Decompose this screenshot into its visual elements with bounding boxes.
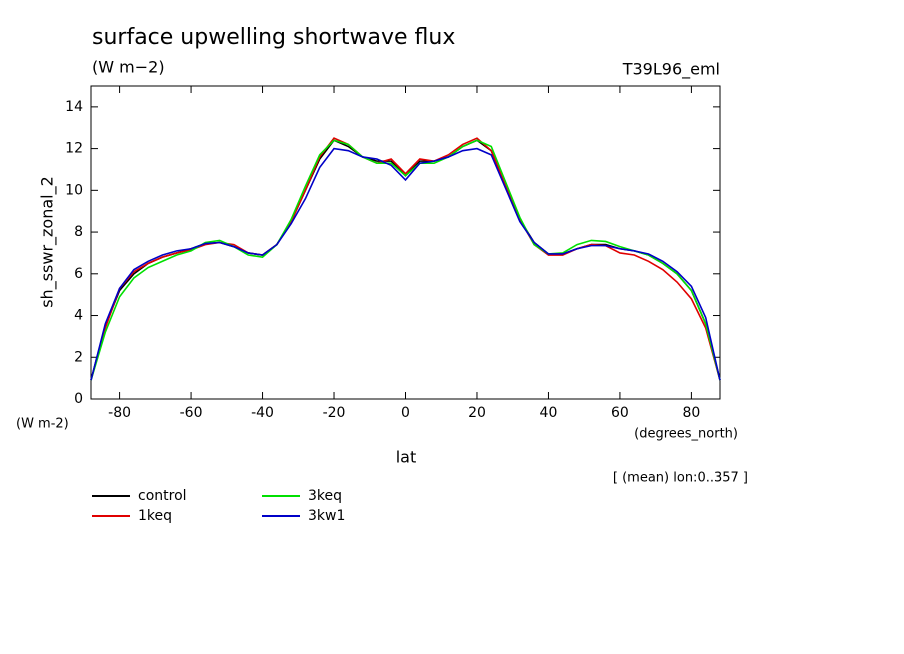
y-axis-label: sh_sswr_zonal_2: [38, 176, 58, 308]
series-line: [90, 137, 721, 381]
x-tick-label: -80: [108, 405, 131, 421]
run-label: T39L96_eml: [622, 60, 720, 80]
x-tick-label: 0: [401, 405, 410, 421]
legend-label: 3keq: [308, 488, 342, 504]
legend-label: 3kw1: [308, 508, 345, 524]
x-tick-label: 20: [468, 405, 486, 421]
y-tick-label: 0: [74, 391, 83, 407]
x-tick-label: 40: [540, 405, 558, 421]
y-tick-label: 12: [65, 141, 83, 157]
x-tick-label: -60: [180, 405, 203, 421]
y-tick-label: 4: [74, 308, 83, 324]
x-tick-label: -40: [251, 405, 274, 421]
y-units: (W m-2): [16, 417, 69, 432]
y-tick-label: 2: [74, 349, 83, 365]
y-tick-label: 6: [74, 266, 83, 282]
y-tick-label: 14: [65, 99, 83, 115]
x-tick-label: 60: [611, 405, 629, 421]
y-tick-label: 10: [65, 182, 83, 198]
x-units: (degrees_north): [634, 427, 738, 442]
y-tick-label: 8: [74, 224, 83, 240]
legend-label: control: [138, 488, 187, 504]
x-tick-label: -20: [323, 405, 346, 421]
x-axis-label: lat: [396, 448, 417, 467]
series-line: [90, 139, 721, 381]
note: [ (mean) lon:0..357 ]: [613, 471, 748, 486]
chart-subtitle: (W m−2): [92, 58, 165, 77]
chart-title: surface upwelling shortwave flux: [92, 25, 455, 50]
plot-frame: [90, 85, 721, 400]
legend-label: 1keq: [138, 508, 172, 524]
series-line: [90, 147, 721, 381]
x-tick-label: 80: [682, 405, 700, 421]
